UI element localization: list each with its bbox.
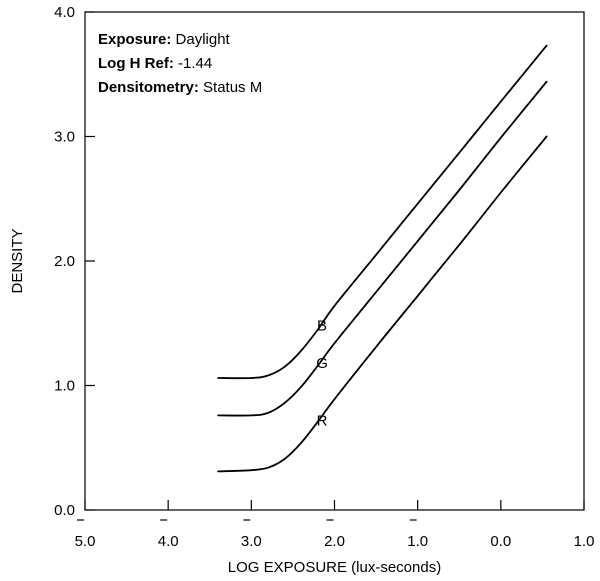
curve-label-r: R bbox=[317, 412, 328, 429]
y-tick-label: 1.0 bbox=[54, 378, 75, 395]
y-tick-label: 4.0 bbox=[54, 4, 75, 21]
annotation-exposure-value: Daylight bbox=[171, 31, 230, 48]
x-axis-title: LOG EXPOSURE (lux-seconds) bbox=[228, 559, 441, 576]
y-tick-label: 0.0 bbox=[54, 502, 75, 519]
y-tick-label: 2.0 bbox=[54, 253, 75, 270]
annotation-log-h-ref: Log H Ref: -1.44 bbox=[98, 55, 212, 72]
annotation-log-h-ref-key: Log H Ref: bbox=[98, 55, 174, 72]
curve-g bbox=[217, 80, 548, 417]
y-tick-label: 3.0 bbox=[54, 129, 75, 146]
annotation-block: Exposure: Daylight Log H Ref: -1.44 Dens… bbox=[98, 31, 262, 96]
y-axis-title: DENSITY bbox=[9, 228, 26, 293]
annotation-exposure-key: Exposure: bbox=[98, 31, 171, 48]
x-tick-label: 4.0 bbox=[158, 533, 179, 550]
curve-labels: B G R bbox=[316, 318, 328, 430]
curve-r bbox=[217, 135, 548, 473]
x-tick-label: 0.0 bbox=[490, 533, 511, 550]
x-tick-label: 2.0 bbox=[324, 533, 345, 550]
y-axis-ticks: 0.0 1.0 2.0 3.0 4.0 bbox=[54, 4, 95, 519]
x-tick-label: 3.0 bbox=[241, 533, 262, 550]
annotation-exposure: Exposure: Daylight bbox=[98, 31, 231, 48]
annotation-densitometry-key: Densitometry: bbox=[98, 79, 199, 96]
curve-b bbox=[217, 44, 548, 380]
annotation-log-h-ref-value: -1.44 bbox=[174, 55, 212, 72]
x-tick-label: 5.0 bbox=[75, 533, 96, 550]
annotation-densitometry: Densitometry: Status M bbox=[98, 79, 262, 96]
curve-label-g: G bbox=[316, 355, 328, 372]
annotation-densitometry-value: Status M bbox=[199, 79, 262, 96]
curve-label-b: B bbox=[317, 318, 327, 335]
density-curves bbox=[217, 44, 548, 473]
x-axis-ticks: 5.0 4.0 3.0 2.0 1.0 0.0 1.0 bbox=[75, 500, 595, 550]
x-tick-label: 1.0 bbox=[407, 533, 428, 550]
x-tick-label: 1.0 bbox=[574, 533, 595, 550]
